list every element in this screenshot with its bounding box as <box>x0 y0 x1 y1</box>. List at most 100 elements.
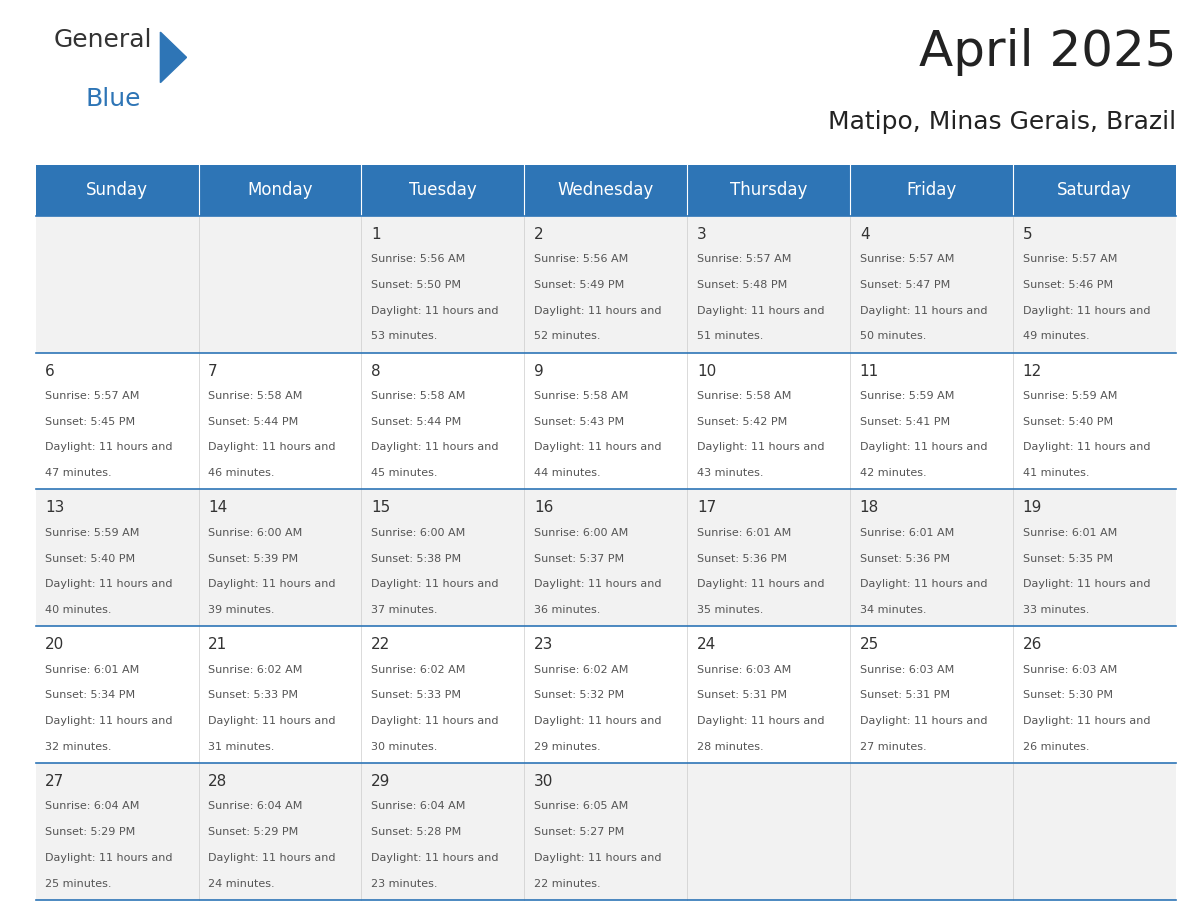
Text: Saturday: Saturday <box>1057 182 1132 199</box>
Text: Sunset: 5:46 PM: Sunset: 5:46 PM <box>1023 280 1113 290</box>
Text: Sunrise: 6:01 AM: Sunrise: 6:01 AM <box>697 528 791 538</box>
Text: Sunrise: 5:58 AM: Sunrise: 5:58 AM <box>533 391 628 401</box>
Text: Sunrise: 5:57 AM: Sunrise: 5:57 AM <box>860 254 954 264</box>
Text: 44 minutes.: 44 minutes. <box>533 468 601 478</box>
Text: Sunrise: 6:03 AM: Sunrise: 6:03 AM <box>697 665 791 675</box>
Text: Daylight: 11 hours and: Daylight: 11 hours and <box>371 442 499 453</box>
Text: Sunset: 5:31 PM: Sunset: 5:31 PM <box>860 690 949 700</box>
Text: 16: 16 <box>533 500 554 515</box>
Text: 8: 8 <box>371 364 380 378</box>
Bar <box>36 353 1176 489</box>
Text: 12: 12 <box>1023 364 1042 378</box>
Text: Sunset: 5:31 PM: Sunset: 5:31 PM <box>697 690 786 700</box>
Text: Sunrise: 5:57 AM: Sunrise: 5:57 AM <box>697 254 791 264</box>
Text: Sunset: 5:39 PM: Sunset: 5:39 PM <box>208 554 298 564</box>
Text: 39 minutes.: 39 minutes. <box>208 605 274 615</box>
Text: 4: 4 <box>860 227 870 241</box>
Text: Sunset: 5:40 PM: Sunset: 5:40 PM <box>45 554 135 564</box>
Text: 23 minutes.: 23 minutes. <box>371 879 437 889</box>
Text: Blue: Blue <box>86 87 141 111</box>
Text: Daylight: 11 hours and: Daylight: 11 hours and <box>1023 579 1150 589</box>
Text: Sunrise: 5:59 AM: Sunrise: 5:59 AM <box>860 391 954 401</box>
Text: 9: 9 <box>533 364 544 378</box>
Text: Sunset: 5:30 PM: Sunset: 5:30 PM <box>1023 690 1113 700</box>
Text: 36 minutes.: 36 minutes. <box>533 605 600 615</box>
Bar <box>36 489 1176 626</box>
Text: 33 minutes.: 33 minutes. <box>1023 605 1089 615</box>
Text: Daylight: 11 hours and: Daylight: 11 hours and <box>208 853 335 863</box>
Text: Daylight: 11 hours and: Daylight: 11 hours and <box>1023 306 1150 316</box>
Text: Sunset: 5:41 PM: Sunset: 5:41 PM <box>860 417 950 427</box>
Text: Friday: Friday <box>906 182 956 199</box>
Text: Daylight: 11 hours and: Daylight: 11 hours and <box>697 716 824 726</box>
Text: Sunset: 5:33 PM: Sunset: 5:33 PM <box>208 690 298 700</box>
Text: Sunset: 5:45 PM: Sunset: 5:45 PM <box>45 417 135 427</box>
Text: 25 minutes.: 25 minutes. <box>45 879 112 889</box>
Text: 31 minutes.: 31 minutes. <box>208 742 274 752</box>
Text: Daylight: 11 hours and: Daylight: 11 hours and <box>208 716 335 726</box>
Text: 19: 19 <box>1023 500 1042 515</box>
Text: Daylight: 11 hours and: Daylight: 11 hours and <box>533 306 662 316</box>
Text: 43 minutes.: 43 minutes. <box>697 468 764 478</box>
Text: Sunrise: 6:02 AM: Sunrise: 6:02 AM <box>371 665 466 675</box>
Text: Sunset: 5:28 PM: Sunset: 5:28 PM <box>371 827 461 837</box>
Text: 18: 18 <box>860 500 879 515</box>
Text: Sunrise: 6:05 AM: Sunrise: 6:05 AM <box>533 801 628 812</box>
Text: Daylight: 11 hours and: Daylight: 11 hours and <box>371 579 499 589</box>
Text: 28 minutes.: 28 minutes. <box>697 742 764 752</box>
Text: Daylight: 11 hours and: Daylight: 11 hours and <box>533 716 662 726</box>
Text: Daylight: 11 hours and: Daylight: 11 hours and <box>208 442 335 453</box>
Text: 28: 28 <box>208 774 227 789</box>
Text: Sunrise: 6:01 AM: Sunrise: 6:01 AM <box>45 665 139 675</box>
Text: Sunset: 5:37 PM: Sunset: 5:37 PM <box>533 554 624 564</box>
Text: Sunset: 5:43 PM: Sunset: 5:43 PM <box>533 417 624 427</box>
Text: Sunrise: 6:02 AM: Sunrise: 6:02 AM <box>533 665 628 675</box>
Text: Daylight: 11 hours and: Daylight: 11 hours and <box>533 853 662 863</box>
Text: Sunset: 5:49 PM: Sunset: 5:49 PM <box>533 280 624 290</box>
Text: 41 minutes.: 41 minutes. <box>1023 468 1089 478</box>
Text: General: General <box>53 28 152 51</box>
Text: 34 minutes.: 34 minutes. <box>860 605 927 615</box>
Text: Daylight: 11 hours and: Daylight: 11 hours and <box>860 716 987 726</box>
Bar <box>36 626 1176 763</box>
Text: Sunset: 5:42 PM: Sunset: 5:42 PM <box>697 417 788 427</box>
Text: Sunset: 5:40 PM: Sunset: 5:40 PM <box>1023 417 1113 427</box>
Text: 11: 11 <box>860 364 879 378</box>
Text: 17: 17 <box>697 500 716 515</box>
Text: Sunrise: 6:04 AM: Sunrise: 6:04 AM <box>371 801 466 812</box>
Text: Daylight: 11 hours and: Daylight: 11 hours and <box>1023 442 1150 453</box>
Text: 24 minutes.: 24 minutes. <box>208 879 274 889</box>
Text: 6: 6 <box>45 364 55 378</box>
Text: 29: 29 <box>371 774 391 789</box>
Bar <box>36 763 1176 900</box>
Text: Daylight: 11 hours and: Daylight: 11 hours and <box>860 306 987 316</box>
Text: Daylight: 11 hours and: Daylight: 11 hours and <box>371 853 499 863</box>
Text: Sunset: 5:35 PM: Sunset: 5:35 PM <box>1023 554 1113 564</box>
Text: Daylight: 11 hours and: Daylight: 11 hours and <box>45 442 172 453</box>
Text: Sunrise: 6:04 AM: Sunrise: 6:04 AM <box>208 801 303 812</box>
Text: 1: 1 <box>371 227 380 241</box>
Text: 26: 26 <box>1023 637 1042 652</box>
Text: 30: 30 <box>533 774 554 789</box>
Text: Sunset: 5:38 PM: Sunset: 5:38 PM <box>371 554 461 564</box>
Text: Sunset: 5:48 PM: Sunset: 5:48 PM <box>697 280 788 290</box>
Text: Sunset: 5:47 PM: Sunset: 5:47 PM <box>860 280 950 290</box>
Text: 52 minutes.: 52 minutes. <box>533 331 600 341</box>
Text: 49 minutes.: 49 minutes. <box>1023 331 1089 341</box>
Text: Sunset: 5:36 PM: Sunset: 5:36 PM <box>860 554 949 564</box>
Text: Daylight: 11 hours and: Daylight: 11 hours and <box>697 306 824 316</box>
Text: Tuesday: Tuesday <box>409 182 476 199</box>
Text: 23: 23 <box>533 637 554 652</box>
Text: Daylight: 11 hours and: Daylight: 11 hours and <box>45 579 172 589</box>
Text: Sunrise: 5:57 AM: Sunrise: 5:57 AM <box>45 391 139 401</box>
Text: Sunrise: 5:57 AM: Sunrise: 5:57 AM <box>1023 254 1117 264</box>
Polygon shape <box>160 32 187 83</box>
Text: Sunset: 5:44 PM: Sunset: 5:44 PM <box>371 417 461 427</box>
Text: Sunset: 5:32 PM: Sunset: 5:32 PM <box>533 690 624 700</box>
Text: 51 minutes.: 51 minutes. <box>697 331 763 341</box>
Text: 20: 20 <box>45 637 64 652</box>
Text: Sunrise: 5:59 AM: Sunrise: 5:59 AM <box>1023 391 1117 401</box>
Text: 47 minutes.: 47 minutes. <box>45 468 112 478</box>
Text: 7: 7 <box>208 364 217 378</box>
Text: 32 minutes.: 32 minutes. <box>45 742 112 752</box>
